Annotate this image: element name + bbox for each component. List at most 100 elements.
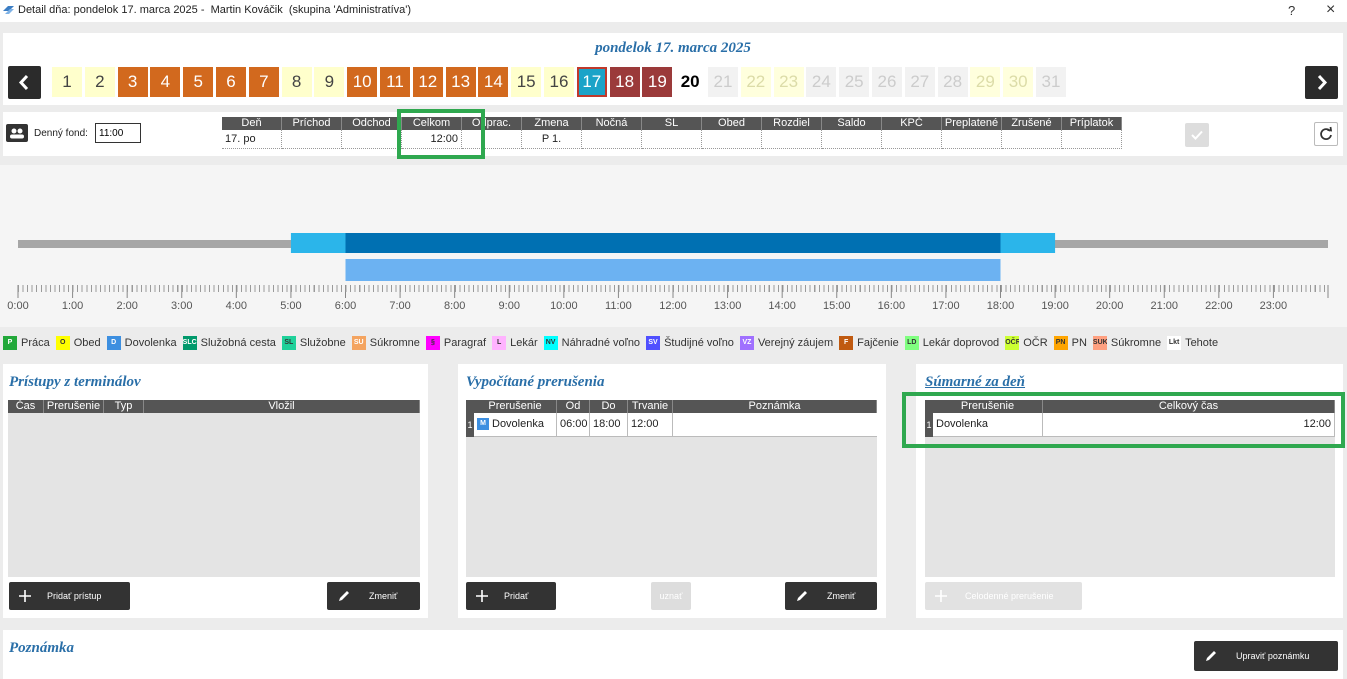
table-cell: 18:00 <box>590 413 628 436</box>
highlight-box <box>397 109 485 159</box>
day-button[interactable]: 11 <box>380 67 410 97</box>
tick-label: 4:00 <box>226 300 247 312</box>
panel-title: Prístupy z terminálov <box>9 374 141 390</box>
column-header: Celkový čas <box>1043 400 1335 413</box>
column-header: SL <box>642 117 702 130</box>
table-cell <box>822 130 882 149</box>
table-cell: Dovolenka <box>474 413 557 436</box>
day-button[interactable]: 25 <box>839 67 870 97</box>
day-button[interactable]: 16 <box>544 67 574 97</box>
day-button[interactable]: 27 <box>904 67 935 97</box>
tick-label: 2:00 <box>116 300 137 312</box>
table-header: Deň Príchod Odchod Celkom Odprac. Zmena Nočná S… <box>222 117 1122 130</box>
legend-code: SLC <box>182 336 197 350</box>
button[interactable]: Pridať <box>466 582 556 610</box>
button[interactable]: Celodenné prerušenie <box>925 582 1082 610</box>
refresh-button[interactable] <box>1314 122 1338 146</box>
day-button[interactable]: 20 <box>675 67 706 97</box>
tick-label: 17:00 <box>932 300 960 312</box>
legend-code: VZ <box>739 336 754 350</box>
column-header: Deň <box>222 117 282 130</box>
daily-summary-panel: Súmarné za deň Prerušenie Celkový čas 1 Dov… <box>916 364 1343 618</box>
table-cell <box>1002 130 1062 149</box>
users-icon <box>6 124 28 142</box>
column-header: Prerušenie <box>474 400 557 413</box>
day-button[interactable]: 1 <box>52 67 82 97</box>
tick-label: 9:00 <box>499 300 520 312</box>
button[interactable]: uznať <box>651 582 691 610</box>
legend-label: Súkromne <box>1110 337 1162 349</box>
day-button[interactable]: 18 <box>609 67 640 97</box>
button-label: uznať <box>659 591 683 601</box>
day-button[interactable]: 5 <box>183 67 214 97</box>
table-cell <box>942 130 1002 149</box>
edit-note-button[interactable]: Upraviť poznámku <box>1194 641 1338 671</box>
day-button[interactable]: 26 <box>872 67 902 97</box>
day-button[interactable]: 17 <box>576 67 607 97</box>
day-button[interactable]: 21 <box>708 67 738 97</box>
legend-label: Lekár <box>510 337 538 349</box>
legend-label: Obed <box>73 337 101 349</box>
day-button[interactable]: 30 <box>1003 67 1034 97</box>
day-button[interactable]: 13 <box>445 67 476 97</box>
day-button[interactable]: 8 <box>281 67 312 97</box>
title-bar: Detail dňa: pondelok 17. marca 2025 - Ma… <box>0 0 1347 22</box>
confirm-button[interactable] <box>1185 123 1209 147</box>
tick-label: 20:00 <box>1096 300 1124 312</box>
legend-code: D <box>106 336 121 350</box>
day-button[interactable]: 14 <box>478 67 509 97</box>
day-button[interactable]: 10 <box>347 67 378 97</box>
legend-label: Verejný záujem <box>757 337 834 349</box>
day-button[interactable]: 6 <box>216 67 246 97</box>
day-button[interactable]: 19 <box>642 67 673 97</box>
terminal-access-panel: Prístupy z terminálov Čas Prerušenie Typ Vl… <box>3 364 428 618</box>
column-header: Obed <box>702 117 762 130</box>
day-button[interactable]: 31 <box>1036 67 1066 97</box>
day-button[interactable]: 24 <box>806 67 837 97</box>
next-day-button[interactable] <box>1305 66 1338 99</box>
button[interactable]: Zmeniť <box>327 582 420 610</box>
tick-label: 16:00 <box>878 300 906 312</box>
legend-code: SU <box>351 336 366 350</box>
close-button[interactable]: × <box>1326 1 1336 18</box>
column-header: KPČ <box>882 117 942 130</box>
column-header: Poznámka <box>673 400 877 413</box>
column-header: Vložil <box>144 400 420 413</box>
day-button[interactable]: 23 <box>773 67 804 97</box>
day-button[interactable]: 2 <box>84 67 115 97</box>
button-label: Zmeniť <box>369 591 398 601</box>
button[interactable]: Zmeniť <box>785 582 877 610</box>
button[interactable]: Pridať prístup <box>9 582 130 610</box>
button-label: Upraviť poznámku <box>1236 651 1310 661</box>
day-button[interactable]: 22 <box>740 67 771 97</box>
day-button[interactable]: 12 <box>412 67 443 97</box>
prev-day-button[interactable] <box>8 66 41 99</box>
day-button[interactable]: 9 <box>314 67 345 97</box>
calendar-panel: pondelok 17. marca 2025 1 2 3 4 5 6 7 8 9 10 11 12 1… <box>3 33 1343 105</box>
tick-label: 19:00 <box>1041 300 1069 312</box>
help-button[interactable]: ? <box>1288 3 1296 18</box>
table-cell: 12:00 <box>402 130 462 149</box>
legend-label: Služobne <box>299 337 346 349</box>
day-button[interactable]: 4 <box>150 67 181 97</box>
legend-code: LD <box>904 336 919 350</box>
button-label: Celodenné prerušenie <box>965 591 1054 601</box>
legend-code: F <box>839 336 854 350</box>
tick-label: 23:00 <box>1260 300 1288 312</box>
column-header: Zrušené <box>1002 117 1062 130</box>
fund-input[interactable]: 11:00 <box>95 123 141 143</box>
table-cell <box>762 130 822 149</box>
column-header: Trvanie <box>628 400 673 413</box>
column-header: Odchod <box>342 117 402 130</box>
day-button[interactable]: 3 <box>117 67 148 97</box>
legend-label: Paragraf <box>443 337 487 349</box>
button-label: Zmeniť <box>827 591 856 601</box>
tick-label: 6:00 <box>335 300 356 312</box>
day-button[interactable]: 7 <box>248 67 279 97</box>
day-button[interactable]: 15 <box>511 67 542 97</box>
calendar-title: pondelok 17. marca 2025 <box>595 40 751 56</box>
day-button[interactable]: 29 <box>970 67 1001 97</box>
attendance-bar <box>345 233 1001 253</box>
panel-title: Vypočítané prerušenia <box>466 374 605 390</box>
day-button[interactable]: 28 <box>937 67 968 97</box>
